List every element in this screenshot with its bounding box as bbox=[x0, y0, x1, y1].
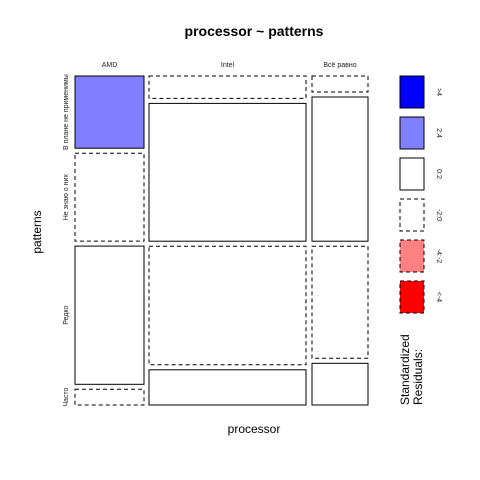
tile-всё-равно-часто bbox=[311, 362, 369, 406]
chart-title: processor ~ patterns bbox=[185, 23, 324, 39]
legend-swatch-0 bbox=[399, 75, 425, 109]
tile-amd-не-знаю-о-них bbox=[74, 152, 145, 242]
column-label-intel: Intel bbox=[221, 62, 235, 69]
legend-title-line1: Standardized bbox=[398, 334, 412, 405]
tile-intel-часто bbox=[148, 369, 307, 406]
legend-swatch-5 bbox=[399, 280, 425, 314]
legend-swatch-3 bbox=[399, 198, 425, 232]
legend-label-2: 0:2 bbox=[435, 169, 442, 179]
tile-intel-в-плане-не-применимы bbox=[148, 75, 307, 99]
legend-label-1: 2:4 bbox=[435, 128, 442, 138]
mosaic-tiles bbox=[74, 75, 369, 406]
row-label-в-плане-не-применимы: В плане не применимы bbox=[63, 74, 70, 150]
row-label-редко: Редко bbox=[63, 305, 70, 324]
legend-label-3: -2:0 bbox=[435, 209, 442, 221]
legend-label-0: >4 bbox=[435, 88, 442, 96]
tile-intel-не-знаю-о-них bbox=[148, 102, 307, 242]
column-label-amd: AMD bbox=[102, 62, 118, 69]
legend-label-5: <-4 bbox=[435, 292, 442, 302]
row-labels: В плане не применимы Не знаю о них Редко Ча… bbox=[63, 74, 70, 406]
x-axis-title: processor bbox=[228, 422, 281, 436]
tile-всё-равно-редко bbox=[311, 245, 369, 359]
legend-swatch-4 bbox=[399, 239, 425, 273]
tile-intel-редко bbox=[148, 245, 307, 366]
legend-title-line2: Residuals: bbox=[411, 349, 425, 405]
tile-amd-редко bbox=[74, 245, 145, 385]
row-label-не-знаю-о-них: Не знаю о них bbox=[63, 174, 70, 221]
tile-всё-равно-в-плане-не-применимы bbox=[311, 75, 369, 93]
y-axis-title: patterns bbox=[30, 210, 44, 253]
column-labels: AMD Intel Всё равно bbox=[102, 62, 357, 69]
legend-swatch-2 bbox=[399, 157, 425, 191]
tile-всё-равно-не-знаю-о-них bbox=[311, 96, 369, 242]
column-label-всё-равно: Всё равно bbox=[323, 62, 356, 69]
tile-amd-в-плане-не-применимы bbox=[74, 75, 145, 149]
legend-label-4: -4:-2 bbox=[435, 249, 442, 264]
legend-swatch-1 bbox=[399, 116, 425, 150]
tile-amd-часто bbox=[74, 388, 145, 406]
legend: >4 2:4 0:2 -2:0 -4:-2 <-4 bbox=[399, 75, 442, 314]
row-label-часто: Часто bbox=[63, 387, 70, 406]
